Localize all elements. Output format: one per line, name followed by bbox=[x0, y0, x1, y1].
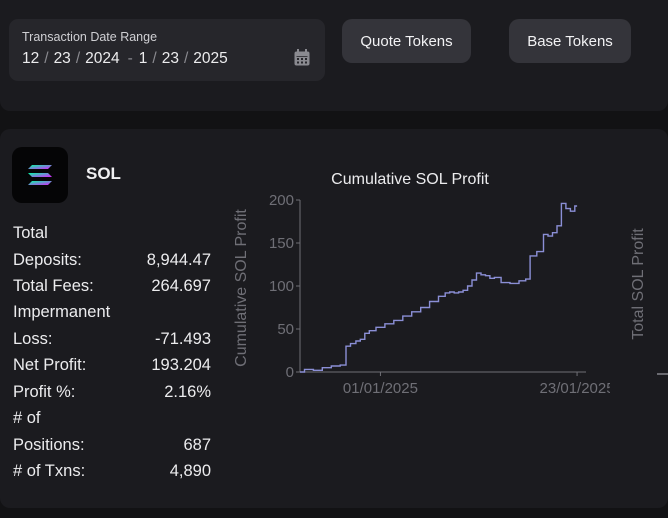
x-tick-label: 23/01/2025 bbox=[540, 380, 610, 397]
start-year[interactable]: 2024 bbox=[85, 50, 120, 67]
date-range-picker[interactable]: Transaction Date Range 12 / 23 / 2024 - … bbox=[9, 19, 325, 81]
total-fees-value: 264.697 bbox=[151, 277, 211, 295]
positions-value: 687 bbox=[183, 436, 211, 454]
start-day[interactable]: 23 bbox=[53, 50, 71, 67]
token-name: SOL bbox=[86, 164, 121, 183]
y-axis-label: Cumulative SOL Profit bbox=[233, 209, 250, 367]
total-deposits-label-line1: Total bbox=[13, 224, 48, 242]
txns-label: # of Txns: bbox=[13, 462, 86, 480]
token-card bbox=[0, 129, 668, 508]
y-tick-label: 100 bbox=[269, 278, 294, 295]
scroll-indicator[interactable] bbox=[657, 373, 668, 375]
net-profit-value: 193.204 bbox=[151, 356, 211, 374]
total-deposits-value: 8,944.47 bbox=[146, 251, 211, 269]
profit-pct-label: Profit %: bbox=[13, 383, 76, 401]
base-tokens-button[interactable]: Base Tokens bbox=[509, 19, 631, 63]
txns-value: 4,890 bbox=[169, 462, 211, 480]
solana-logo-icon bbox=[28, 165, 52, 185]
date-range-values[interactable]: 12 / 23 / 2024 - 1 / 23 / 2025 bbox=[22, 50, 228, 68]
end-day[interactable]: 23 bbox=[161, 50, 179, 67]
secondary-y-axis: Total SOL Profit bbox=[630, 228, 647, 340]
range-separator: - bbox=[127, 50, 133, 67]
net-profit-label: Net Profit: bbox=[13, 356, 87, 374]
impermanent-loss-value: -71.493 bbox=[155, 330, 211, 348]
end-month[interactable]: 1 bbox=[138, 50, 148, 67]
positions-label-line1: # of bbox=[13, 409, 41, 427]
token-logo bbox=[12, 147, 68, 203]
y-tick-label: 150 bbox=[269, 235, 294, 252]
y-tick-label: 50 bbox=[277, 321, 294, 338]
profit-series-line bbox=[300, 202, 578, 373]
impermanent-loss-label-line1: Impermanent bbox=[13, 303, 111, 321]
date-range-label: Transaction Date Range bbox=[22, 30, 158, 44]
profit-pct-value: 2.16% bbox=[164, 383, 211, 401]
date-separator: / bbox=[44, 50, 49, 67]
cumulative-profit-chart: Cumulative SOL Profit Cumulative SOL Pro… bbox=[233, 171, 610, 397]
secondary-y-axis-label: Total SOL Profit bbox=[630, 228, 647, 340]
chart-title: Cumulative SOL Profit bbox=[331, 171, 489, 188]
total-fees-label: Total Fees: bbox=[13, 277, 94, 295]
x-tick-label: 01/01/2025 bbox=[343, 380, 418, 397]
positions-label: Positions: bbox=[13, 436, 85, 454]
total-deposits-label: Deposits: bbox=[13, 251, 82, 269]
chart-axes bbox=[299, 200, 586, 373]
date-separator: / bbox=[183, 50, 189, 67]
start-month[interactable]: 12 bbox=[22, 50, 40, 67]
date-separator: / bbox=[152, 50, 157, 67]
y-tick-label: 0 bbox=[286, 364, 294, 381]
quote-tokens-button[interactable]: Quote Tokens bbox=[342, 19, 471, 63]
y-axis-ticks: 0 50 100 150 200 bbox=[269, 192, 300, 381]
y-tick-label: 200 bbox=[269, 192, 294, 209]
x-axis-ticks: 01/01/2025 23/01/2025 bbox=[343, 372, 610, 397]
impermanent-loss-label: Loss: bbox=[13, 330, 53, 348]
end-year[interactable]: 2025 bbox=[193, 50, 228, 67]
calendar-icon[interactable] bbox=[294, 49, 310, 66]
date-separator: / bbox=[75, 50, 81, 67]
